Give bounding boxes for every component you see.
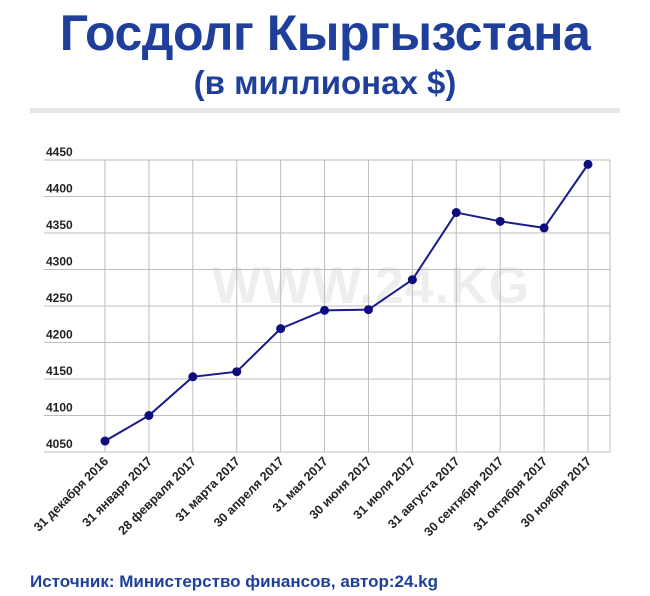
chart-subtitle: (в миллионах $) <box>193 64 457 101</box>
data-point <box>451 208 461 218</box>
data-point <box>363 305 373 315</box>
y-tick-label: 4050 <box>46 437 73 451</box>
data-point <box>276 324 286 334</box>
data-point <box>144 411 154 420</box>
data-point <box>407 275 417 285</box>
source-note: Источник: Министерство финансов, автор:2… <box>30 572 439 591</box>
y-tick-label: 4300 <box>46 255 73 269</box>
chart-grid <box>44 159 611 453</box>
y-tick-label: 4100 <box>46 401 73 415</box>
chart-title: Госдолг Кыргызстана <box>59 5 591 61</box>
header-divider <box>30 108 620 113</box>
x-tick-label: 30 сентября 2017 <box>421 454 506 539</box>
x-tick-label: 28 февраля 2017 <box>116 454 199 537</box>
y-tick-label: 4200 <box>46 328 73 342</box>
watermark: WWW.24.KG <box>212 257 531 315</box>
data-point <box>232 367 242 377</box>
data-point <box>320 305 330 315</box>
y-tick-label: 4450 <box>46 145 73 159</box>
data-point <box>539 223 549 233</box>
y-tick-label: 4250 <box>46 291 73 305</box>
data-point <box>100 436 110 446</box>
y-tick-label: 4350 <box>46 218 73 232</box>
y-tick-label: 4400 <box>46 182 73 196</box>
y-axis-labels: 4050 4100 4150 4200 4250 4300 4350 4400 4450 <box>46 145 73 451</box>
series-debt <box>100 159 593 446</box>
x-tick-label: 31 октября 2017 <box>471 454 551 534</box>
data-point <box>583 159 593 169</box>
data-point <box>188 372 198 382</box>
data-point <box>495 216 505 226</box>
x-tick-label: 31 декабря 2016 <box>31 454 111 534</box>
y-tick-label: 4150 <box>46 364 73 378</box>
series-line <box>104 163 589 442</box>
